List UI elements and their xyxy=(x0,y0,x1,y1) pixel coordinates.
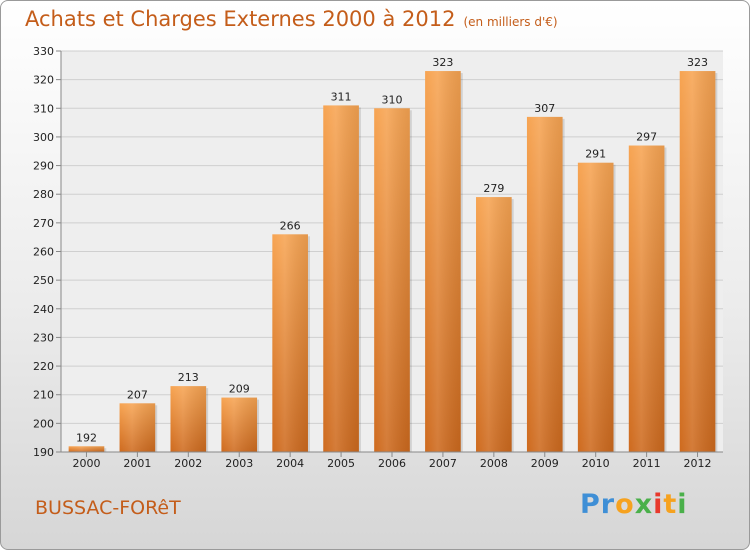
logo-letter: P xyxy=(580,489,601,520)
bar-shine xyxy=(323,105,359,453)
logo-letter: x xyxy=(634,489,654,520)
y-tick-label: 240 xyxy=(33,303,54,316)
x-tick-label: 2005 xyxy=(327,457,355,470)
y-tick-label: 230 xyxy=(33,331,54,344)
bar-shine xyxy=(476,197,512,452)
y-tick-label: 320 xyxy=(33,74,54,87)
x-tick-label: 2008 xyxy=(480,457,508,470)
bar-shine xyxy=(526,116,563,452)
bar-value-label: 209 xyxy=(229,383,250,396)
logo-letter: i xyxy=(653,489,664,520)
bar-value-label: 323 xyxy=(432,56,453,69)
x-tick-label: 2011 xyxy=(633,457,661,470)
x-tick-label: 2007 xyxy=(429,457,457,470)
proxiti-logo: Proxiti xyxy=(580,489,688,520)
bar-value-label: 297 xyxy=(636,131,657,144)
x-tick-label: 2001 xyxy=(123,457,151,470)
x-tick-label: 2002 xyxy=(174,457,202,470)
y-tick-label: 210 xyxy=(33,389,54,402)
y-tick-label: 270 xyxy=(33,217,54,230)
bar-shine xyxy=(272,234,308,452)
bar-value-label: 291 xyxy=(585,148,606,161)
y-tick-label: 260 xyxy=(33,246,54,259)
y-tick-label: 200 xyxy=(33,417,54,430)
y-tick-label: 250 xyxy=(33,274,54,287)
x-tick-label: 2004 xyxy=(276,457,304,470)
bar-value-label: 192 xyxy=(76,431,97,444)
x-tick-label: 2006 xyxy=(378,457,406,470)
logo-letter: t xyxy=(663,489,678,520)
y-tick-label: 220 xyxy=(33,360,54,373)
bar-shine xyxy=(170,386,207,452)
y-tick-label: 330 xyxy=(33,45,54,58)
bar-value-label: 213 xyxy=(178,371,199,384)
commune-name: BUSSAC-FORêT xyxy=(35,497,181,519)
x-tick-label: 2012 xyxy=(684,457,712,470)
bar-shine xyxy=(221,397,258,452)
x-tick-label: 2009 xyxy=(531,457,559,470)
y-tick-label: 190 xyxy=(33,446,54,459)
chart-title-text: Achats et Charges Externes 2000 à 2012 xyxy=(25,7,456,31)
x-tick-label: 2010 xyxy=(582,457,610,470)
bar-shine xyxy=(628,145,665,452)
logo-letter: o xyxy=(615,489,635,520)
logo-letter: r xyxy=(600,489,616,520)
x-tick-label: 2003 xyxy=(225,457,253,470)
bar-value-label: 307 xyxy=(534,102,555,115)
bar-shine xyxy=(577,162,614,452)
bar-shine xyxy=(119,403,156,452)
y-tick-label: 300 xyxy=(33,131,54,144)
chart-title: Achats et Charges Externes 2000 à 2012 (e… xyxy=(25,7,558,31)
y-tick-label: 290 xyxy=(33,160,54,173)
bar-shine xyxy=(374,108,410,453)
bar-value-label: 207 xyxy=(127,388,148,401)
bar-value-label: 266 xyxy=(280,219,301,232)
bar-shine xyxy=(679,71,716,453)
bar-shine xyxy=(68,446,105,452)
bar-value-label: 310 xyxy=(382,93,403,106)
chart-subtitle: (en milliers d'€) xyxy=(463,15,558,29)
x-tick-label: 2000 xyxy=(72,457,100,470)
y-tick-label: 280 xyxy=(33,188,54,201)
bar-shine xyxy=(425,71,461,453)
bar-value-label: 323 xyxy=(687,56,708,69)
y-tick-label: 310 xyxy=(33,102,54,115)
logo-letter: i xyxy=(677,489,688,520)
bar-value-label: 311 xyxy=(331,90,352,103)
bar-value-label: 279 xyxy=(483,182,504,195)
